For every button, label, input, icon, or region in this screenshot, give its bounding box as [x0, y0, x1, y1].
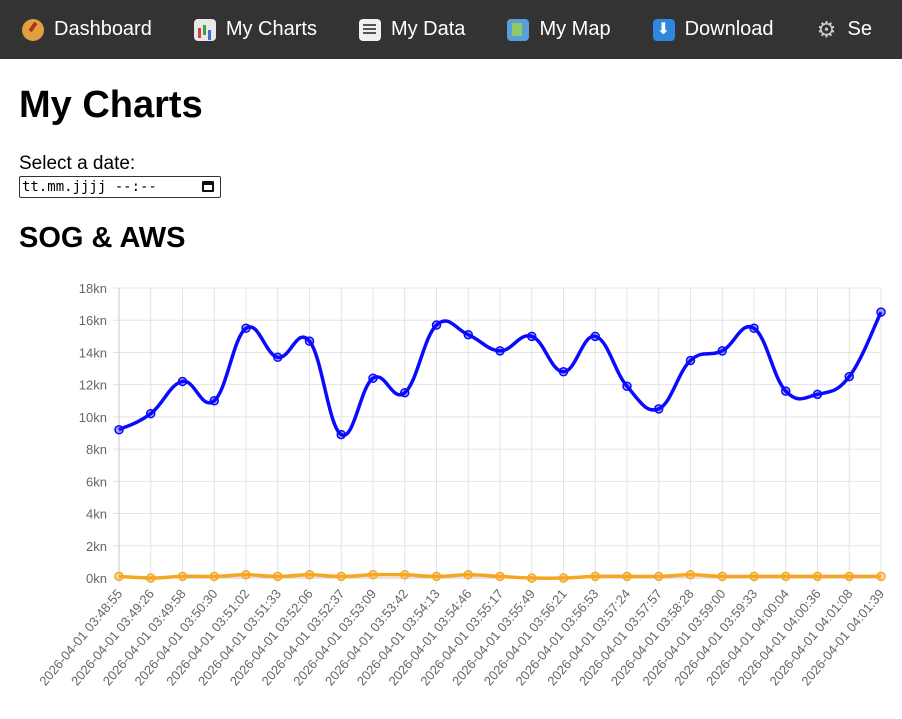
data-point-1 [273, 571, 283, 582]
y-tick-label: 18kn [79, 281, 107, 296]
data-point-1 [431, 571, 442, 582]
nav-my-data-label: My Data [390, 18, 466, 40]
data-point-1 [781, 571, 791, 582]
data-point-1 [304, 570, 315, 580]
data-point-1 [209, 571, 219, 582]
compass-icon [22, 18, 44, 41]
data-point-1 [749, 571, 759, 582]
data-point-1 [241, 570, 251, 580]
data-point-0 [336, 429, 346, 440]
data-point-1 [463, 570, 473, 580]
data-point-1 [717, 571, 727, 582]
nav-my-map-label: My Map [539, 18, 611, 40]
nav-settings[interactable]: ⚙ Se [816, 18, 872, 41]
y-tick-label: 10kn [79, 410, 107, 425]
y-tick-label: 16kn [79, 313, 107, 328]
data-point-0 [654, 404, 664, 414]
data-point-1 [400, 570, 410, 580]
data-point-0 [114, 425, 124, 435]
sog-aws-chart: 0kn2kn4kn6kn8kn10kn12kn14kn16kn18kn2026-… [36, 281, 887, 688]
nav-download[interactable]: Download [652, 18, 774, 41]
data-point-1 [876, 571, 886, 582]
data-point-0 [876, 307, 886, 317]
date-input-placeholder: tt.mm.jjjj --:-- [22, 179, 157, 195]
data-point-0 [590, 331, 600, 342]
notepad-icon [358, 18, 381, 41]
chart-heading: SOG & AWS [19, 222, 186, 254]
nav-dashboard-label: Dashboard [54, 18, 152, 40]
data-point-0 [368, 373, 378, 383]
gear-icon: ⚙ [816, 16, 837, 42]
data-point-0 [431, 320, 442, 330]
data-point-1 [844, 571, 854, 582]
nav-my-map[interactable]: My Map [507, 18, 611, 41]
data-point-0 [304, 336, 315, 346]
download-arrow-icon [652, 18, 675, 41]
data-point-0 [781, 386, 791, 396]
data-point-0 [241, 323, 251, 334]
data-point-1 [495, 571, 505, 582]
y-tick-label: 6kn [86, 474, 107, 489]
data-point-0 [812, 389, 823, 400]
data-point-1 [146, 573, 156, 583]
data-point-0 [495, 346, 505, 356]
data-point-0 [146, 408, 156, 419]
data-point-1 [685, 570, 696, 580]
y-tick-label: 12kn [79, 378, 107, 393]
data-point-0 [527, 331, 537, 342]
data-point-1 [114, 571, 124, 582]
data-point-0 [558, 367, 569, 377]
series-line-1 [118, 572, 881, 580]
y-tick-label: 8kn [86, 442, 107, 457]
y-tick-label: 0kn [86, 571, 107, 586]
data-point-1 [590, 571, 600, 582]
date-label: Select a date: [19, 153, 136, 174]
y-tick-label: 4kn [86, 507, 107, 522]
data-point-1 [336, 571, 346, 582]
nav-settings-label: Se [847, 18, 872, 40]
data-point-0 [844, 371, 854, 382]
nav-my-data[interactable]: My Data [358, 18, 466, 41]
data-point-1 [368, 570, 378, 580]
data-point-0 [685, 355, 696, 366]
series-line-0 [118, 311, 883, 437]
nav-my-charts[interactable]: My Charts [193, 18, 317, 41]
bar-chart-icon [193, 18, 216, 41]
data-point-0 [177, 376, 188, 387]
nav-download-label: Download [684, 18, 774, 40]
data-point-1 [177, 571, 188, 582]
map-icon [507, 18, 530, 41]
data-point-0 [717, 346, 727, 356]
data-point-1 [812, 571, 823, 582]
data-point-0 [273, 352, 283, 363]
page-title: My Charts [19, 84, 203, 126]
data-point-0 [209, 396, 219, 406]
y-tick-label: 14kn [79, 345, 107, 360]
calendar-icon[interactable] [202, 181, 214, 192]
data-point-1 [558, 573, 569, 583]
data-point-1 [622, 571, 632, 582]
data-point-1 [654, 571, 664, 582]
nav-my-charts-label: My Charts [225, 18, 317, 40]
top-navbar: Dashboard My Charts My Data My Map Downl… [0, 0, 902, 59]
data-point-1 [527, 573, 537, 583]
data-point-0 [463, 329, 473, 340]
data-point-0 [400, 387, 410, 398]
data-point-0 [749, 323, 759, 334]
date-input[interactable]: tt.mm.jjjj --:-- [19, 176, 221, 198]
y-tick-label: 2kn [86, 539, 107, 554]
nav-dashboard[interactable]: Dashboard [22, 18, 152, 41]
data-point-0 [622, 381, 632, 392]
